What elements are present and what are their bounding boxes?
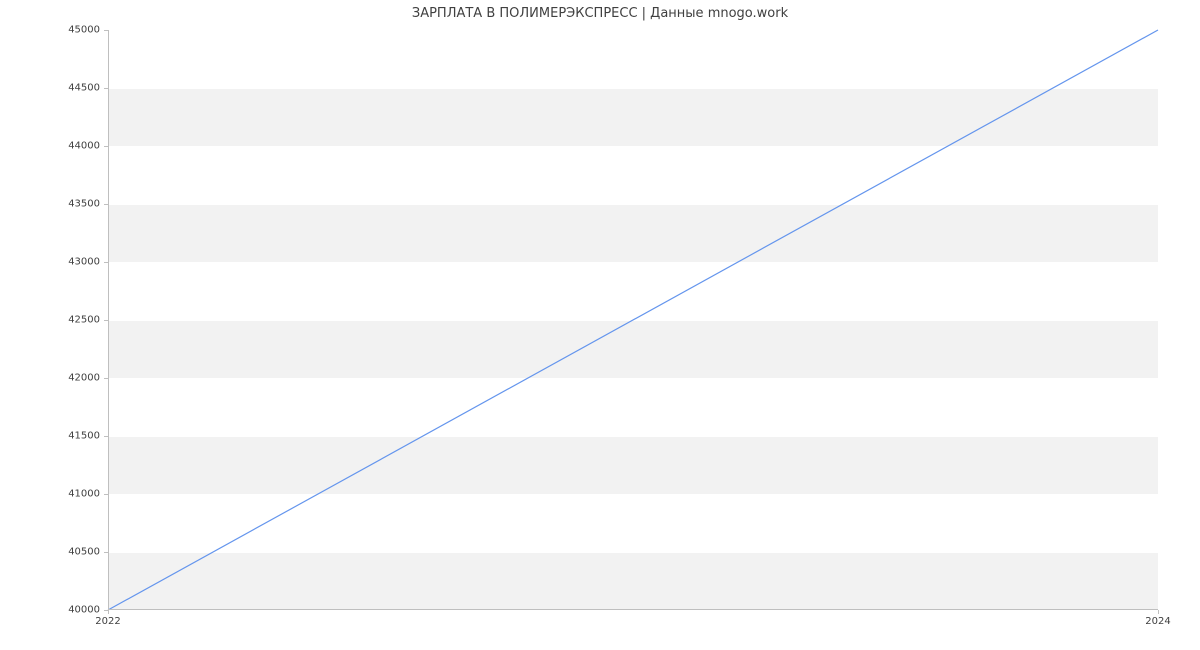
y-axis-line [108,30,109,610]
chart-title: ЗАРПЛАТА В ПОЛИМЕРЭКСПРЕСС | Данные mnog… [0,6,1200,21]
y-tick-mark [104,494,108,495]
y-tick-mark [104,378,108,379]
y-tick-label: 41500 [68,431,100,442]
y-tick-mark [104,88,108,89]
y-tick-label: 40000 [68,605,100,616]
plot-area: 4000040500410004150042000425004300043500… [108,30,1158,610]
y-tick-label: 42500 [68,315,100,326]
chart-container: ЗАРПЛАТА В ПОЛИМЕРЭКСПРЕСС | Данные mnog… [0,0,1200,650]
x-tick-label: 2022 [95,616,120,627]
y-tick-label: 42000 [68,373,100,384]
y-tick-label: 44500 [68,83,100,94]
y-tick-label: 43000 [68,257,100,268]
y-tick-label: 40500 [68,547,100,558]
y-tick-label: 45000 [68,25,100,36]
y-tick-mark [104,146,108,147]
y-tick-mark [104,204,108,205]
x-tick-mark [1158,610,1159,614]
y-tick-mark [104,30,108,31]
y-tick-mark [104,436,108,437]
x-axis-line [108,609,1158,610]
line-layer [108,30,1158,610]
x-tick-mark [108,610,109,614]
y-tick-label: 41000 [68,489,100,500]
y-tick-label: 43500 [68,199,100,210]
y-tick-mark [104,262,108,263]
y-tick-mark [104,320,108,321]
y-tick-mark [104,552,108,553]
series-line-salary [108,30,1158,610]
x-tick-label: 2024 [1145,616,1170,627]
y-tick-label: 44000 [68,141,100,152]
